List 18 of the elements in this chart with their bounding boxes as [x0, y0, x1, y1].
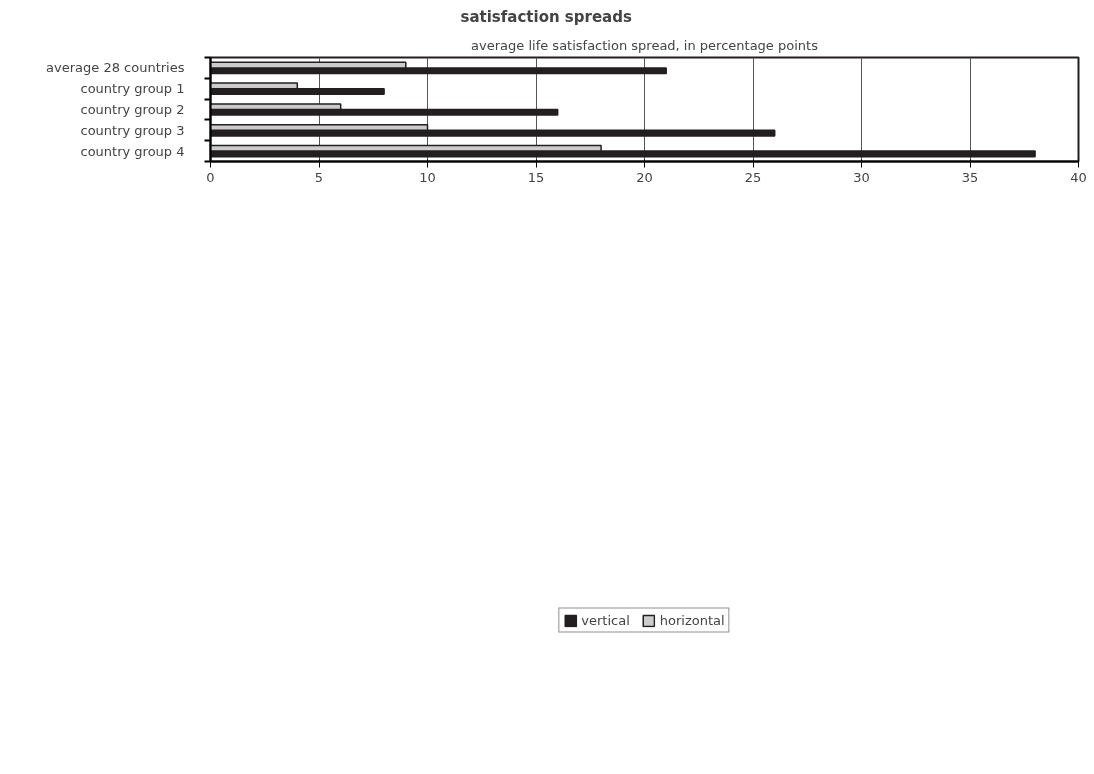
x-tick-label: 20: [636, 169, 653, 185]
x-tick-label: 15: [527, 169, 545, 185]
y-tick-label: country group 3: [80, 122, 185, 138]
x-tick-label: 35: [961, 169, 979, 185]
x-tick-label: 25: [744, 169, 762, 185]
x-tick-label: 0: [206, 169, 215, 185]
y-tick-label: average 28 countries: [46, 60, 185, 76]
x-tick-label: 5: [314, 169, 324, 185]
y-tick-label: country group 2: [80, 102, 185, 117]
chart-title: satisfaction spreads: [460, 7, 632, 26]
y-tick-label: country group 4: [80, 143, 185, 159]
chart-subtitle: average life satisfaction spread, in percentage points: [471, 37, 819, 53]
x-tick-label: 30: [853, 169, 870, 185]
x-tick-label: 40: [1070, 169, 1087, 185]
legend-label: vertical: [581, 612, 630, 628]
x-tick-label: 10: [419, 169, 436, 185]
y-tick-label: country group 1: [80, 81, 185, 97]
legend-label: horizontal: [659, 612, 725, 628]
